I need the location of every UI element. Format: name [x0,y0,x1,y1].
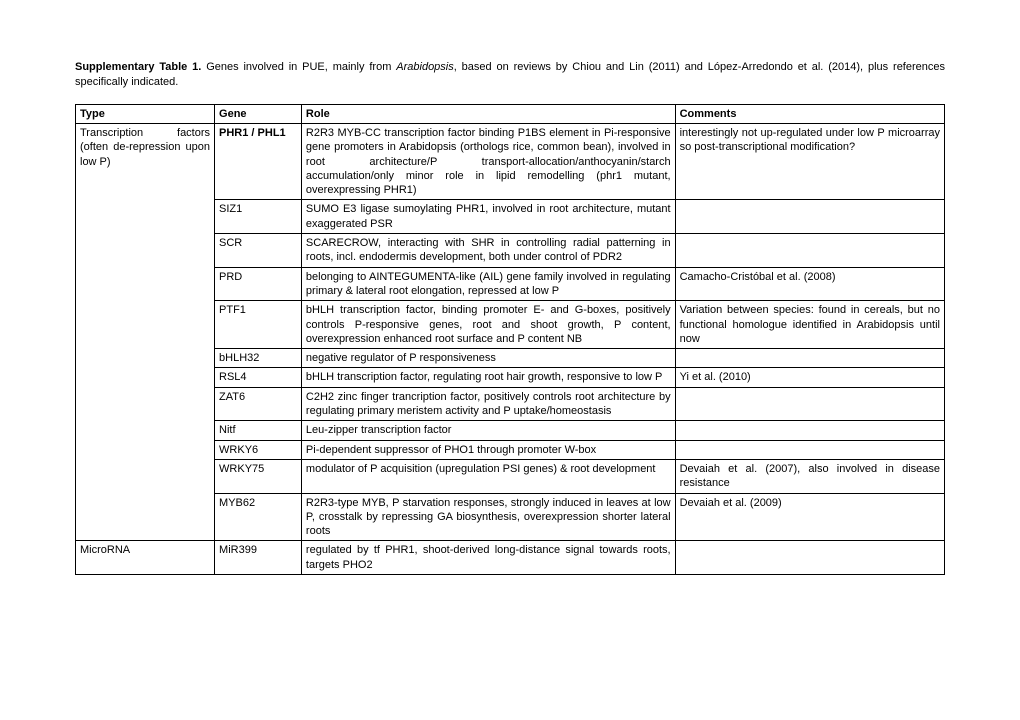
cell-role: R2R3-type MYB, P starvation responses, s… [301,493,675,541]
cell-comments [675,234,944,268]
cell-gene: PRD [215,267,302,301]
cell-gene: SCR [215,234,302,268]
table-header-row: Type Gene Role Comments [76,104,945,123]
cell-gene: bHLH32 [215,349,302,368]
cell-role: Pi-dependent suppressor of PHO1 through … [301,440,675,459]
cell-role: modulator of P acquisition (upregulation… [301,459,675,493]
cell-type: MicroRNA [76,541,215,575]
cell-comments: interestingly not up-regulated under low… [675,123,944,199]
cell-gene: Nitf [215,421,302,440]
cell-gene: MYB62 [215,493,302,541]
caption-italic: Arabidopsis [396,61,453,73]
cell-comments: Camacho-Cristóbal et al. (2008) [675,267,944,301]
cell-gene: PHR1 / PHL1 [215,123,302,199]
cell-type: Transcription factors (often de-repressi… [76,123,215,540]
cell-role: belonging to AINTEGUMENTA-like (AIL) gen… [301,267,675,301]
cell-gene: WRKY6 [215,440,302,459]
table-body: Transcription factors (often de-repressi… [76,123,945,574]
caption-text-1: Genes involved in PUE, mainly from [201,61,396,73]
cell-role: regulated by tf PHR1, shoot-derived long… [301,541,675,575]
table-caption: Supplementary Table 1. Genes involved in… [75,60,945,90]
cell-role: C2H2 zinc finger trancription factor, po… [301,387,675,421]
cell-comments [675,349,944,368]
cell-comments: Devaiah et al. (2007), also involved in … [675,459,944,493]
cell-gene: ZAT6 [215,387,302,421]
cell-gene: WRKY75 [215,459,302,493]
header-role: Role [301,104,675,123]
cell-role: SUMO E3 ligase sumoylating PHR1, involve… [301,200,675,234]
cell-comments [675,421,944,440]
cell-comments [675,200,944,234]
cell-comments: Yi et al. (2010) [675,368,944,387]
header-comments: Comments [675,104,944,123]
header-type: Type [76,104,215,123]
caption-title: Supplementary Table 1. [75,61,201,73]
cell-comments [675,440,944,459]
cell-comments [675,541,944,575]
cell-gene: RSL4 [215,368,302,387]
header-gene: Gene [215,104,302,123]
cell-comments: Devaiah et al. (2009) [675,493,944,541]
cell-role: bHLH transcription factor, regulating ro… [301,368,675,387]
cell-gene: SIZ1 [215,200,302,234]
cell-gene: MiR399 [215,541,302,575]
genes-table: Type Gene Role Comments Transcription fa… [75,104,945,575]
cell-comments: Variation between species: found in cere… [675,301,944,349]
cell-gene: PTF1 [215,301,302,349]
table-row: Transcription factors (often de-repressi… [76,123,945,199]
table-row: MicroRNAMiR399regulated by tf PHR1, shoo… [76,541,945,575]
cell-comments [675,387,944,421]
cell-role: bHLH transcription factor, binding promo… [301,301,675,349]
cell-role: R2R3 MYB-CC transcription factor binding… [301,123,675,199]
cell-role: negative regulator of P responsiveness [301,349,675,368]
cell-role: SCARECROW, interacting with SHR in contr… [301,234,675,268]
cell-role: Leu-zipper transcription factor [301,421,675,440]
